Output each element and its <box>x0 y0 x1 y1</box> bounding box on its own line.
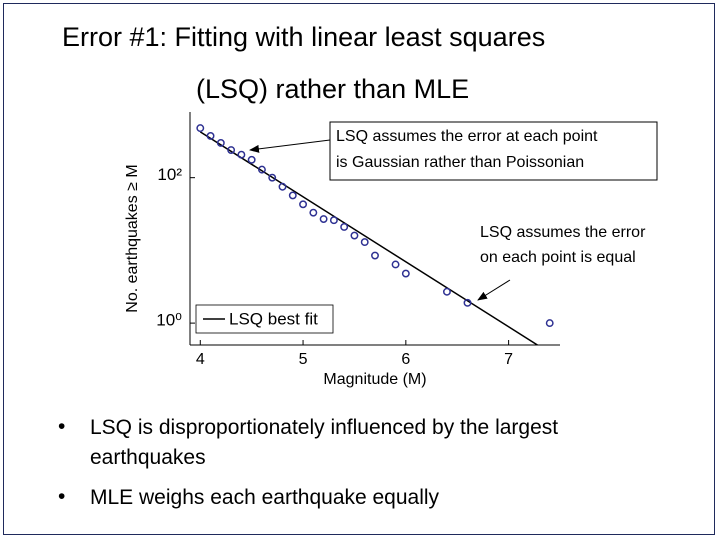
y-axis-label: No. earthquakes ≥ M <box>124 164 141 312</box>
x-tick-label: 7 <box>504 351 513 368</box>
slide-frame <box>3 3 715 535</box>
data-point <box>360 238 369 247</box>
x-axis-label: Magnitude (M) <box>323 371 426 388</box>
data-point <box>247 155 256 164</box>
data-point <box>463 298 472 307</box>
data-point <box>545 319 554 328</box>
data-point <box>401 269 410 278</box>
callout-arrow <box>249 139 331 153</box>
data-point <box>216 139 225 147</box>
bullet-mark: • <box>58 415 66 438</box>
data-point <box>288 191 297 200</box>
x-tick-label: 5 <box>299 351 308 368</box>
data-point <box>371 251 379 260</box>
x-tick-label: 4 <box>196 351 205 368</box>
bullet-text: LSQ is disproportionately influenced by … <box>90 416 559 469</box>
x-tick-label: 6 <box>401 351 410 368</box>
data-point <box>196 124 205 133</box>
bullet-text: MLE weighs each earthquake equally <box>90 486 440 509</box>
data-point <box>329 216 338 225</box>
data-point <box>278 182 287 191</box>
data-point <box>442 287 451 296</box>
data-point <box>206 131 215 140</box>
callout-text: is Gaussian rather than Poissonian <box>336 154 584 171</box>
fit-line <box>199 131 539 345</box>
callout-arrow <box>477 279 511 301</box>
callout-text: on each point is equal <box>480 249 636 266</box>
data-point <box>268 173 277 182</box>
callout-text: LSQ assumes the error <box>480 224 646 241</box>
data-point <box>391 260 400 269</box>
title-line: Error #1: Fitting with linear least squa… <box>62 22 546 52</box>
callout-box <box>474 218 690 272</box>
data-point <box>309 208 318 217</box>
data-point <box>237 150 246 159</box>
data-point <box>227 146 236 154</box>
callout-box <box>329 121 658 181</box>
y-tick-label: 10⁰ <box>156 311 182 330</box>
y-tick-label: 10² <box>157 165 182 184</box>
bullet-mark: • <box>58 485 66 508</box>
data-point <box>257 165 266 174</box>
data-point <box>350 231 359 240</box>
legend-label: LSQ best fit <box>229 309 318 328</box>
title-line: (LSQ) rather than MLE <box>196 74 470 104</box>
data-point <box>299 200 308 209</box>
data-point <box>340 223 349 231</box>
data-point <box>319 215 328 223</box>
callout-text: LSQ assumes the error at each point <box>336 128 598 145</box>
